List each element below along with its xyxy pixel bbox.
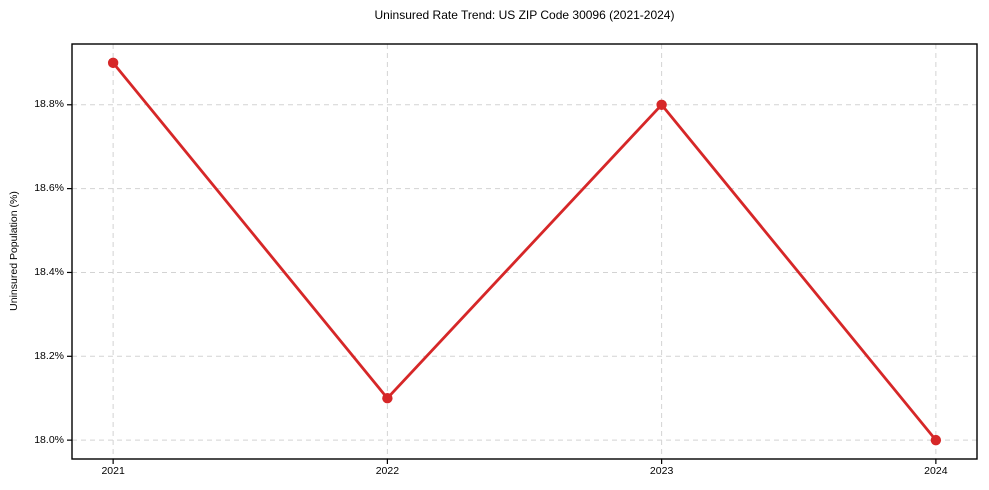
- plot-border: [71, 43, 978, 460]
- x-tick-label: 2022: [375, 465, 400, 477]
- data-point-2021: [107, 57, 119, 69]
- x-tick-label: 2024: [924, 465, 948, 477]
- x-tick-label: 2021: [101, 465, 125, 477]
- y-tick-label: 18.6%: [34, 182, 64, 195]
- x-tick-label: 2023: [649, 465, 674, 477]
- y-tick-label: 18.2%: [34, 349, 64, 362]
- y-tick-label: 18.0%: [34, 433, 64, 446]
- data-point-2024: [930, 434, 942, 446]
- y-tick-label: 18.4%: [34, 265, 64, 278]
- chart-title: Uninsured Rate Trend: US ZIP Code 30096 …: [374, 8, 675, 22]
- trend-line: [111, 61, 938, 442]
- data-point-2023: [656, 99, 667, 110]
- y-tick-label: 18.8%: [34, 98, 64, 111]
- data-point-2022: [382, 393, 393, 404]
